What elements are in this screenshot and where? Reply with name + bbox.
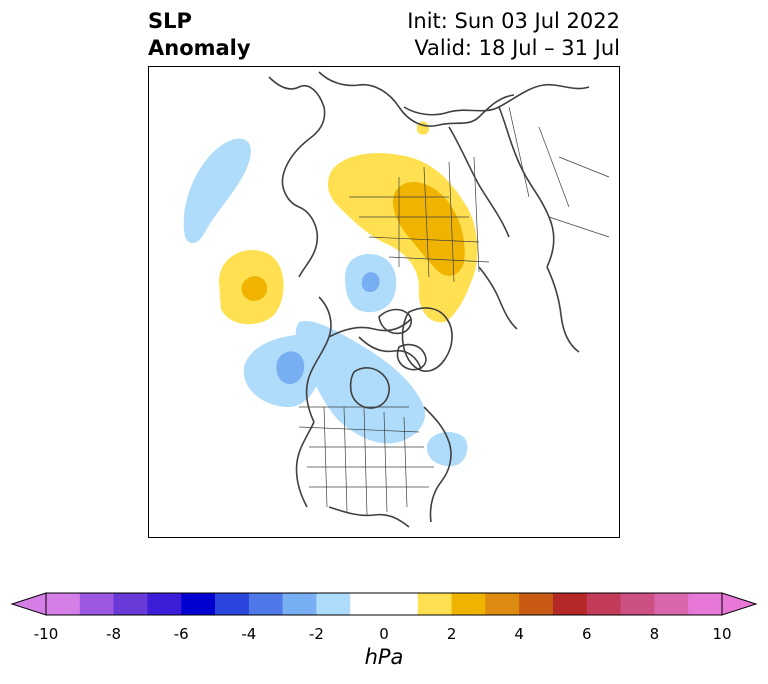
colorbar-segment: [384, 593, 419, 615]
arctic-negative-core: [361, 272, 380, 292]
date-info: Init: Sun 03 Jul 2022 Valid: 18 Jul – 31…: [407, 8, 620, 62]
left-edge-gap: [149, 282, 159, 320]
colorbar-extend-min: [10, 592, 47, 616]
siberia-positive-core: [392, 181, 465, 276]
colorbar-segment: [215, 593, 250, 615]
map-panel: [148, 66, 620, 538]
title-line-2: Anomaly: [148, 36, 251, 60]
colorbar-segment: [248, 593, 284, 615]
gulf-of-alaska-negative-core: [276, 351, 305, 385]
colorbar-segment: [519, 593, 554, 615]
colorbar-segment: [147, 593, 182, 615]
colorbar-segment: [553, 593, 588, 615]
colorbar-tick-label: 6: [582, 625, 592, 643]
colorbar-segment: [316, 593, 351, 615]
title-line-1: SLP: [148, 9, 192, 33]
colorbar-tick-label: 8: [649, 625, 660, 643]
valid-range: Valid: 18 Jul – 31 Jul: [414, 36, 620, 60]
colorbar-segment: [417, 593, 453, 615]
political-borders: [298, 106, 610, 516]
colorbar-segment: [282, 593, 317, 615]
colorbar-tick-label: 0: [379, 625, 389, 643]
colorbar: [10, 592, 758, 616]
newfoundland-negative: [426, 432, 468, 467]
colorbar-segment: [113, 593, 148, 615]
anomaly-fields: [149, 121, 478, 467]
colorbar-segment: [181, 593, 216, 615]
colorbar-tick-label: -6: [173, 625, 189, 643]
colorbar-segment: [654, 593, 689, 615]
colorbar-unit-label: hPa: [364, 645, 404, 669]
colorbar-segment: [620, 593, 655, 615]
colorbar-segment: [350, 593, 385, 615]
colorbar-tick-label: -4: [241, 625, 257, 643]
colorbar-segment: [451, 593, 486, 615]
colorbar-segment: [485, 593, 520, 615]
colorbar-tick-label: -2: [308, 625, 324, 643]
colorbar-segment: [79, 593, 115, 615]
colorbar-tick-label: 10: [712, 625, 732, 643]
init-date: Init: Sun 03 Jul 2022: [407, 9, 620, 33]
colorbar-tick-label: 2: [446, 625, 457, 643]
colorbar-segment: [46, 593, 81, 615]
colorbar-tick-label: -10: [33, 625, 59, 643]
europe-atlantic-negative: [183, 138, 251, 244]
colorbar-extend-max: [721, 592, 758, 616]
colorbar-tick-label: -8: [106, 625, 122, 643]
north-pacific-positive-core: [241, 276, 268, 301]
colorbar-tick-label: 4: [514, 625, 524, 643]
colorbar-outline: [45, 592, 723, 616]
polar-map: [149, 71, 610, 528]
colorbar-segment: [688, 593, 723, 615]
chart-title: SLP Anomaly: [148, 8, 251, 62]
colorbar-segment: [586, 593, 622, 615]
canada-negative: [295, 321, 426, 444]
